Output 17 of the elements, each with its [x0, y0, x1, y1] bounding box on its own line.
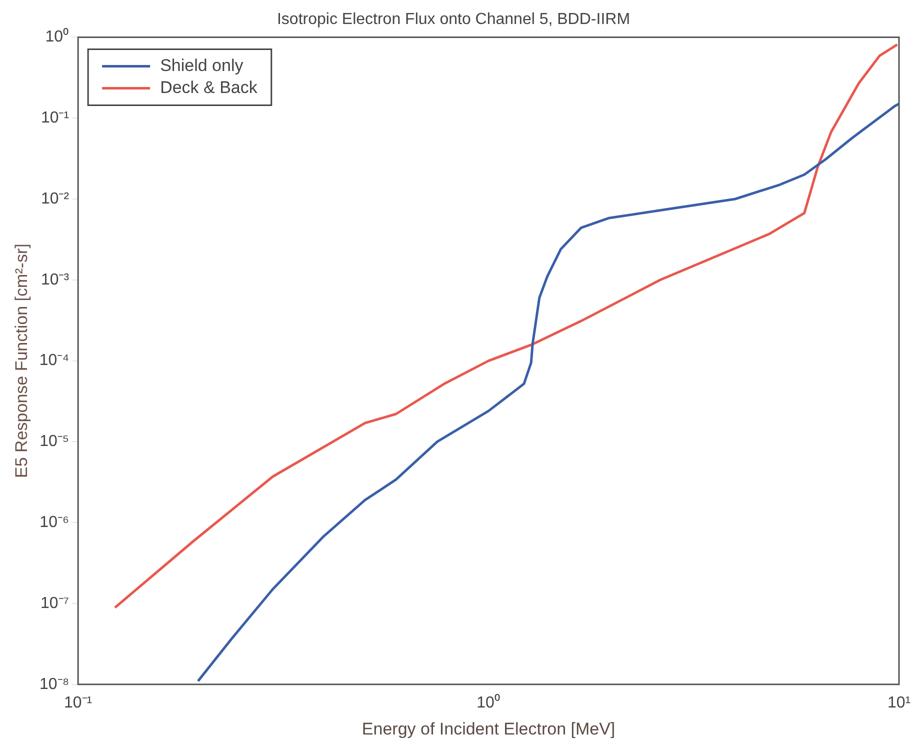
- y-tick-label: 10⁻²: [40, 190, 70, 208]
- legend-label: Deck & Back: [160, 78, 258, 97]
- y-tick-label: 10⁰: [45, 28, 70, 46]
- y-axis-title: E5 Response Function [cm²-sr]: [12, 244, 31, 478]
- legend-label: Shield only: [160, 56, 244, 75]
- x-tick-label: 10¹: [887, 694, 911, 712]
- chart-title: Isotropic Electron Flux onto Channel 5, BDD-IIRM: [276, 11, 630, 28]
- y-tick-label: 10⁻³: [40, 271, 70, 288]
- x-tick-label: 10⁻¹: [64, 694, 92, 712]
- y-tick-label: 10⁻⁸: [40, 676, 70, 693]
- y-tick-label: 10⁻⁴: [39, 352, 70, 370]
- x-axis-title: Energy of Incident Electron [MeV]: [362, 719, 616, 738]
- y-tick-label: 10⁻⁷: [40, 594, 70, 612]
- x-tick-label: 10⁰: [476, 693, 500, 712]
- y-tick-label: 10⁻¹: [40, 110, 70, 127]
- y-tick-label: 10⁻⁵: [40, 433, 70, 450]
- y-tick-label: 10⁻⁶: [40, 514, 70, 532]
